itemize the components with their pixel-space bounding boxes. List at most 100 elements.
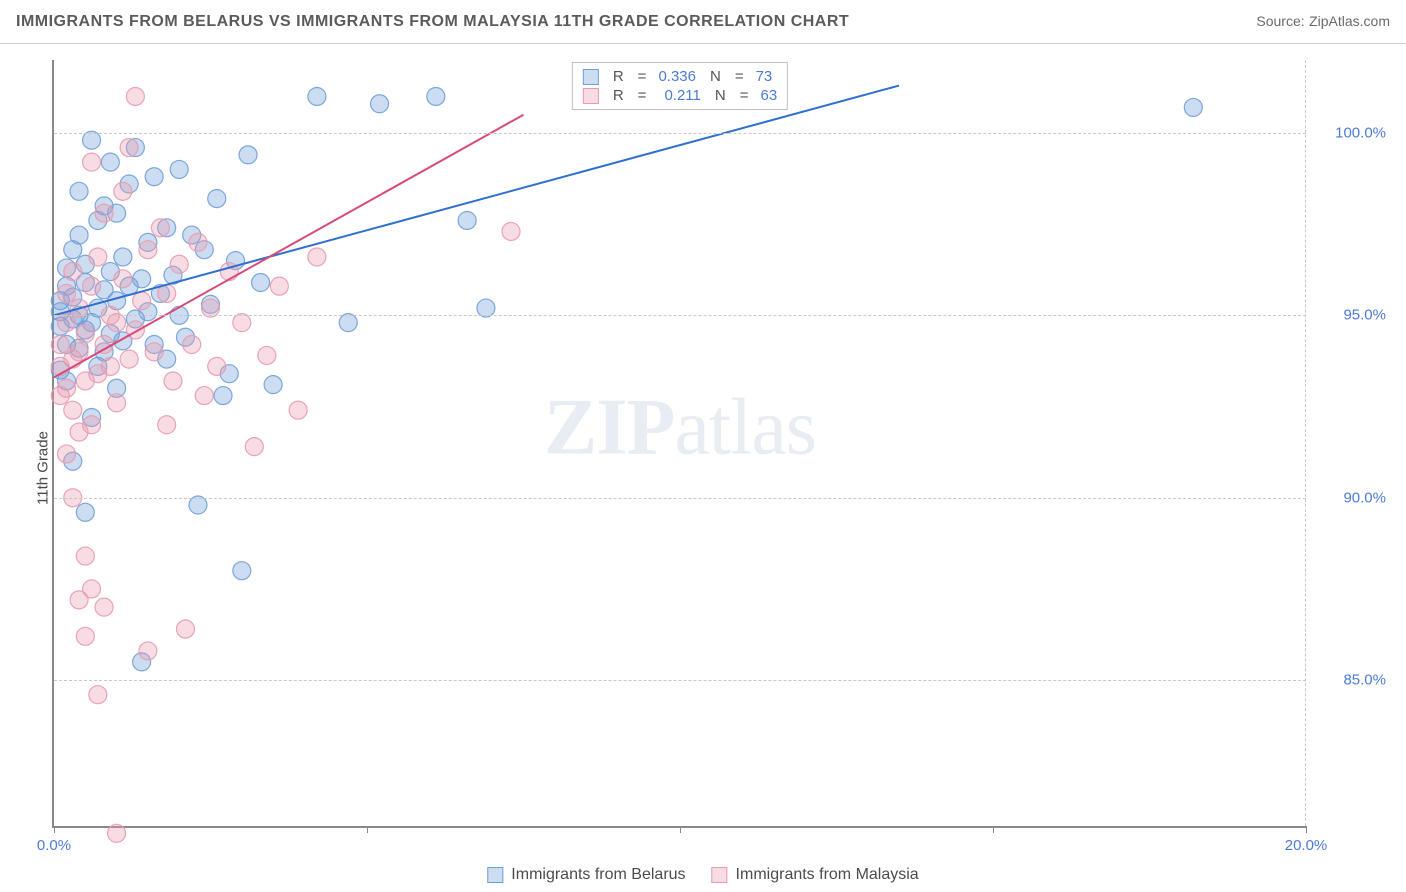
- y-tick-label: 100.0%: [1316, 124, 1386, 141]
- scatter-point: [477, 299, 495, 317]
- scatter-point: [83, 416, 101, 434]
- legend-label-malaysia: Immigrants from Malaysia: [736, 866, 919, 884]
- scatter-point: [151, 219, 169, 237]
- scatter-point: [114, 248, 132, 266]
- x-tick: [54, 826, 55, 833]
- scatter-point: [64, 263, 82, 281]
- scatter-point: [202, 299, 220, 317]
- scatter-point: [83, 131, 101, 149]
- scatter-point: [70, 226, 88, 244]
- scatter-point: [95, 336, 113, 354]
- y-gridline: [54, 133, 1306, 134]
- swatch-malaysia: [583, 88, 599, 104]
- scatter-point: [183, 336, 201, 354]
- scatter-point: [258, 346, 276, 364]
- scatter-point: [83, 277, 101, 295]
- scatter-point: [195, 387, 213, 405]
- scatter-point: [58, 379, 76, 397]
- y-tick-label: 90.0%: [1316, 489, 1386, 506]
- scatter-point: [76, 547, 94, 565]
- scatter-point: [58, 284, 76, 302]
- y-gridline: [54, 315, 1306, 316]
- source-label: Source:: [1256, 13, 1304, 29]
- series-legend: Immigrants from Belarus Immigrants from …: [487, 866, 918, 884]
- scatter-point: [427, 87, 445, 105]
- scatter-point: [176, 620, 194, 638]
- scatter-point: [58, 445, 76, 463]
- n-value-belarus: 73: [756, 68, 773, 85]
- legend-item-malaysia: Immigrants from Malaysia: [712, 866, 919, 884]
- scatter-point: [114, 270, 132, 288]
- scatter-point: [76, 503, 94, 521]
- r-label: R: [607, 68, 626, 85]
- n-label: N: [709, 87, 728, 104]
- scatter-point: [126, 87, 144, 105]
- legend-label-belarus: Immigrants from Belarus: [511, 866, 685, 884]
- scatter-point: [139, 241, 157, 259]
- scatter-point: [458, 211, 476, 229]
- scatter-point: [208, 190, 226, 208]
- scatter-point: [189, 496, 207, 514]
- swatch-belarus: [583, 69, 599, 85]
- scatter-point: [145, 343, 163, 361]
- scatter-point: [95, 204, 113, 222]
- scatter-point: [502, 222, 520, 240]
- scatter-svg: [54, 60, 1306, 826]
- scatter-point: [108, 394, 126, 412]
- scatter-point: [120, 350, 138, 368]
- r-label: R: [607, 87, 626, 104]
- plot-container: 11th Grade ZIPatlas R = 0.336 N = 73 R =…: [0, 44, 1406, 892]
- x-tick: [367, 826, 368, 833]
- y-gridline: [54, 498, 1306, 499]
- scatter-point: [239, 146, 257, 164]
- scatter-point: [245, 438, 263, 456]
- scatter-point: [164, 372, 182, 390]
- scatter-point: [158, 416, 176, 434]
- scatter-point: [101, 357, 119, 375]
- chart-title: IMMIGRANTS FROM BELARUS VS IMMIGRANTS FR…: [16, 13, 849, 31]
- y-axis-title: 11th Grade: [34, 431, 51, 505]
- x-tick: [993, 826, 994, 833]
- scatter-point: [58, 314, 76, 332]
- y-tick-label: 95.0%: [1316, 307, 1386, 324]
- swatch-belarus: [487, 867, 503, 883]
- scatter-point: [89, 248, 107, 266]
- scatter-point: [233, 314, 251, 332]
- y-gridline: [54, 680, 1306, 681]
- scatter-point: [51, 336, 69, 354]
- eq-sign: =: [634, 68, 651, 85]
- scatter-point: [170, 160, 188, 178]
- scatter-point: [83, 580, 101, 598]
- scatter-point: [308, 87, 326, 105]
- scatter-point: [308, 248, 326, 266]
- scatter-point: [289, 401, 307, 419]
- scatter-point: [70, 182, 88, 200]
- source-name: ZipAtlas.com: [1309, 13, 1390, 29]
- scatter-point: [208, 357, 226, 375]
- chart-header: IMMIGRANTS FROM BELARUS VS IMMIGRANTS FR…: [0, 0, 1406, 44]
- r-value-malaysia: 0.211: [658, 87, 700, 104]
- n-label: N: [704, 68, 723, 85]
- scatter-point: [108, 314, 126, 332]
- x-tick: [680, 826, 681, 833]
- legend-row-belarus: R = 0.336 N = 73: [583, 67, 777, 86]
- eq-sign: =: [634, 87, 651, 104]
- scatter-point: [83, 153, 101, 171]
- scatter-point: [189, 233, 207, 251]
- scatter-point: [1184, 98, 1202, 116]
- scatter-point: [339, 314, 357, 332]
- scatter-point: [76, 627, 94, 645]
- scatter-point: [133, 270, 151, 288]
- legend-row-malaysia: R = 0.211 N = 63: [583, 86, 777, 105]
- scatter-point: [170, 255, 188, 273]
- scatter-point: [89, 686, 107, 704]
- trend-line: [54, 86, 899, 316]
- eq-sign: =: [731, 68, 748, 85]
- scatter-point: [114, 182, 132, 200]
- scatter-point: [120, 139, 138, 157]
- scatter-point: [64, 401, 82, 419]
- correlation-legend: R = 0.336 N = 73 R = 0.211 N = 63: [572, 62, 788, 110]
- eq-sign: =: [736, 87, 753, 104]
- scatter-point: [252, 274, 270, 292]
- scatter-point: [233, 562, 251, 580]
